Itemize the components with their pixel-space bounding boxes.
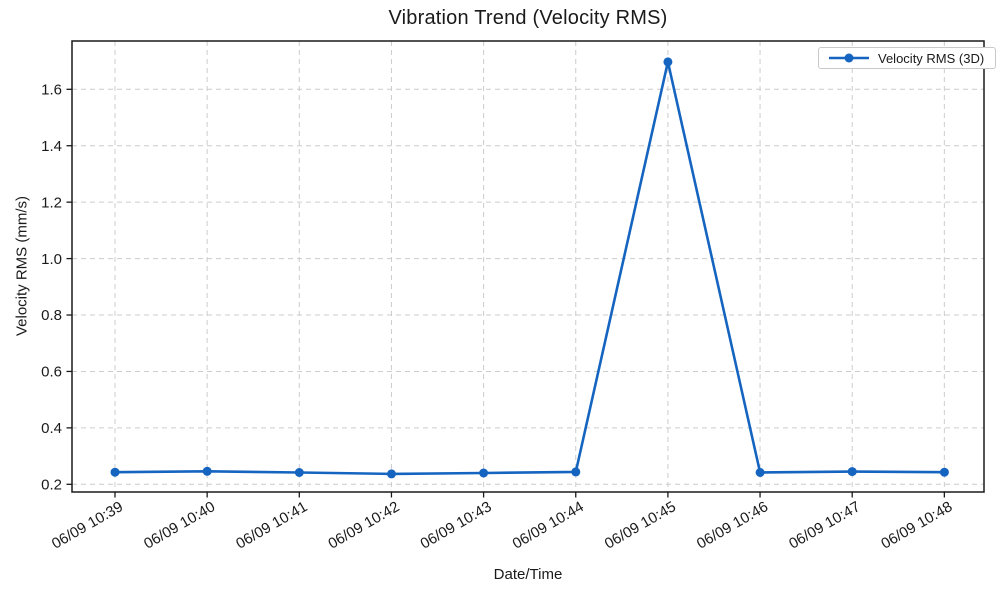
y-tick-label: 0.4: [41, 420, 62, 437]
data-point-marker: [479, 468, 489, 478]
x-tick-label: 06/09 10:42: [325, 498, 402, 552]
data-point-marker: [387, 469, 396, 479]
data-point-marker: [110, 467, 120, 477]
chart-title: Vibration Trend (Velocity RMS): [388, 7, 668, 29]
axes-box: [71, 40, 985, 493]
data-point-marker: [663, 57, 673, 67]
data-point-marker: [294, 468, 304, 477]
x-tick-label: 06/09 10:46: [694, 498, 771, 552]
y-tick-label: 1.0: [41, 251, 62, 268]
data-point-marker: [939, 467, 949, 477]
data-point-marker: [755, 468, 765, 477]
x-tick-label: 06/09 10:48: [878, 498, 955, 552]
x-tick-label: 06/09 10:44: [510, 498, 587, 552]
series-line: [113, 60, 946, 476]
legend-marker-icon: [844, 53, 854, 63]
legend-line-sample-icon: [829, 53, 869, 63]
legend: Velocity RMS (3D): [818, 47, 997, 69]
y-axis-label: Velocity RMS (mm/s): [13, 195, 31, 337]
legend-label: Velocity RMS (3D): [878, 50, 985, 66]
y-tick-label: 0.8: [41, 307, 62, 324]
data-point-marker: [202, 466, 212, 476]
y-tick-label: 0.6: [41, 364, 62, 381]
x-tick-label: 06/09 10:47: [786, 498, 863, 552]
y-tick-label: 1.4: [41, 138, 62, 155]
x-tick-label: 06/09 10:43: [417, 498, 494, 552]
y-tick-label: 1.6: [41, 82, 62, 99]
x-tick-label: 06/09 10:39: [49, 498, 126, 552]
x-axis-label: Date/Time: [493, 566, 563, 583]
x-tick-label: 06/09 10:41: [233, 498, 310, 552]
x-tick-label: 06/09 10:45: [602, 498, 679, 552]
x-tick-label: 06/09 10:40: [141, 498, 218, 552]
y-tick-label: 1.2: [41, 194, 62, 211]
data-point-marker: [571, 467, 581, 477]
y-tick-label: 0.2: [41, 477, 62, 494]
data-point-marker: [847, 467, 857, 477]
